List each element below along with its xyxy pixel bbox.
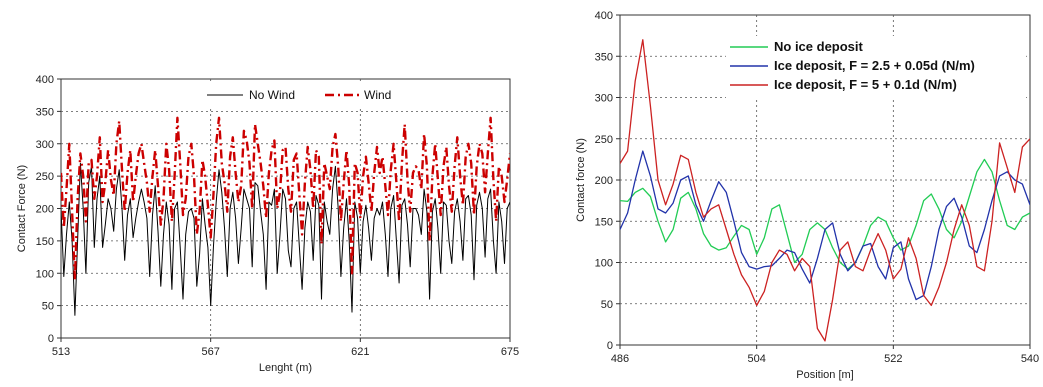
y-tick-label: 350	[595, 51, 613, 63]
x-axis-label: Lenght (m)	[259, 362, 312, 374]
series-line-ice-deposit-f-2-5-0-05d-n-m	[620, 150, 1030, 301]
x-tick-label: 540	[1021, 353, 1039, 365]
legend-box	[180, 84, 430, 106]
x-tick-label: 513	[52, 346, 70, 358]
y-tick-label: 100	[36, 268, 54, 280]
legend-label: Ice deposit, F = 2.5 + 0.05d (N/m)	[774, 58, 975, 73]
y-tick-label: 250	[36, 171, 54, 183]
legend-label: Wind	[364, 88, 391, 102]
plot-area	[60, 78, 511, 339]
y-tick-label: 200	[36, 204, 54, 216]
x-tick-label: 504	[747, 353, 765, 365]
y-tick-label: 150	[36, 236, 54, 248]
y-tick-label: 100	[595, 258, 613, 270]
x-tick-label: 567	[201, 346, 219, 358]
x-axis-label: Position [m]	[796, 369, 853, 381]
y-tick-label: 150	[595, 216, 613, 228]
legend-box	[726, 36, 1026, 98]
y-tick-label: 400	[595, 10, 613, 22]
x-tick-label: 522	[884, 353, 902, 365]
y-tick-label: 300	[36, 139, 54, 151]
y-tick-label: 50	[42, 301, 54, 313]
contact-force-vs-position-chart: 0 50 100 150 200 250 300 350 400 486 504 522 540 Posi…	[575, 10, 1039, 381]
x-tick-label: 486	[611, 353, 629, 365]
y-tick-label: 200	[595, 175, 613, 187]
y-tick-label: 300	[595, 93, 613, 105]
legend-label: Ice deposit, F = 5 + 0.1d (N/m)	[774, 77, 957, 92]
y-axis-label: Contact Force (N)	[16, 165, 28, 252]
legend-label: No Wind	[249, 88, 295, 102]
series-line-no-wind	[61, 162, 510, 316]
y-tick-label: 250	[595, 134, 613, 146]
y-axis-label: Contact force (N)	[575, 138, 587, 222]
y-tick-label: 400	[36, 74, 54, 86]
y-tick-label: 50	[601, 299, 613, 311]
y-tick-label: 0	[607, 340, 613, 352]
x-tick-label: 621	[351, 346, 369, 358]
y-tick-label: 350	[36, 106, 54, 118]
legend-label: No ice deposit	[774, 39, 864, 54]
contact-force-vs-length-chart: 0 50 100 150 200 250 300 350 400 513 567 621 675 Leng…	[16, 74, 519, 374]
x-tick-label: 675	[501, 346, 519, 358]
y-tick-label: 0	[48, 333, 54, 345]
series-line-ice-deposit-f-5-0-1d-n-m	[620, 39, 1030, 342]
